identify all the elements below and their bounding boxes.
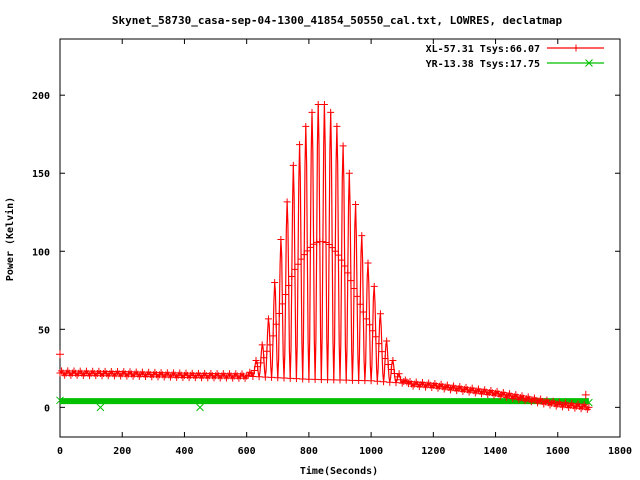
y-axis-title: Power (Kelvin) — [4, 197, 16, 281]
chart-title: Skynet_58730_casa-sep-04-1300_41854_5055… — [112, 14, 563, 27]
x-tick-label: 600 — [238, 446, 256, 457]
x-tick-label: 1800 — [608, 446, 632, 457]
series-xl-line — [59, 104, 590, 411]
x-tick-label: 1600 — [546, 446, 570, 457]
tick-layer: 0 200 400 600 800 1000 1200 1400 1600 1800 0 50 100 1… — [32, 39, 632, 457]
legend: XL-57.31 Tsys:66.07 YR-13.38 Tsys:17.75 — [426, 44, 604, 70]
x-tick-label: 0 — [57, 446, 63, 457]
y-tick-label: 50 — [38, 325, 50, 336]
series-xl-markers — [56, 101, 593, 413]
x-tick-label: 400 — [175, 446, 193, 457]
y-tick-label: 150 — [32, 169, 50, 180]
x-axis-title: Time(Seconds) — [300, 465, 378, 477]
x-tick-label: 1000 — [359, 446, 383, 457]
plot-frame — [59, 38, 621, 438]
legend-label-xl: XL-57.31 Tsys:66.07 — [426, 44, 540, 55]
x-tick-label: 1200 — [421, 446, 445, 457]
y-tick-label: 100 — [32, 247, 50, 258]
series-layer — [56, 101, 593, 413]
x-tick-label: 1400 — [484, 446, 508, 457]
x-tick-label: 200 — [113, 446, 131, 457]
y-tick-label: 200 — [32, 91, 50, 102]
y-tick-label: 0 — [44, 403, 50, 414]
legend-swatch-xl — [547, 44, 604, 52]
legend-label-yr: YR-13.38 Tsys:17.75 — [426, 59, 540, 70]
series-yr-markers — [56, 396, 593, 412]
legend-swatch-yr — [547, 59, 604, 67]
x-tick-label: 800 — [300, 446, 318, 457]
